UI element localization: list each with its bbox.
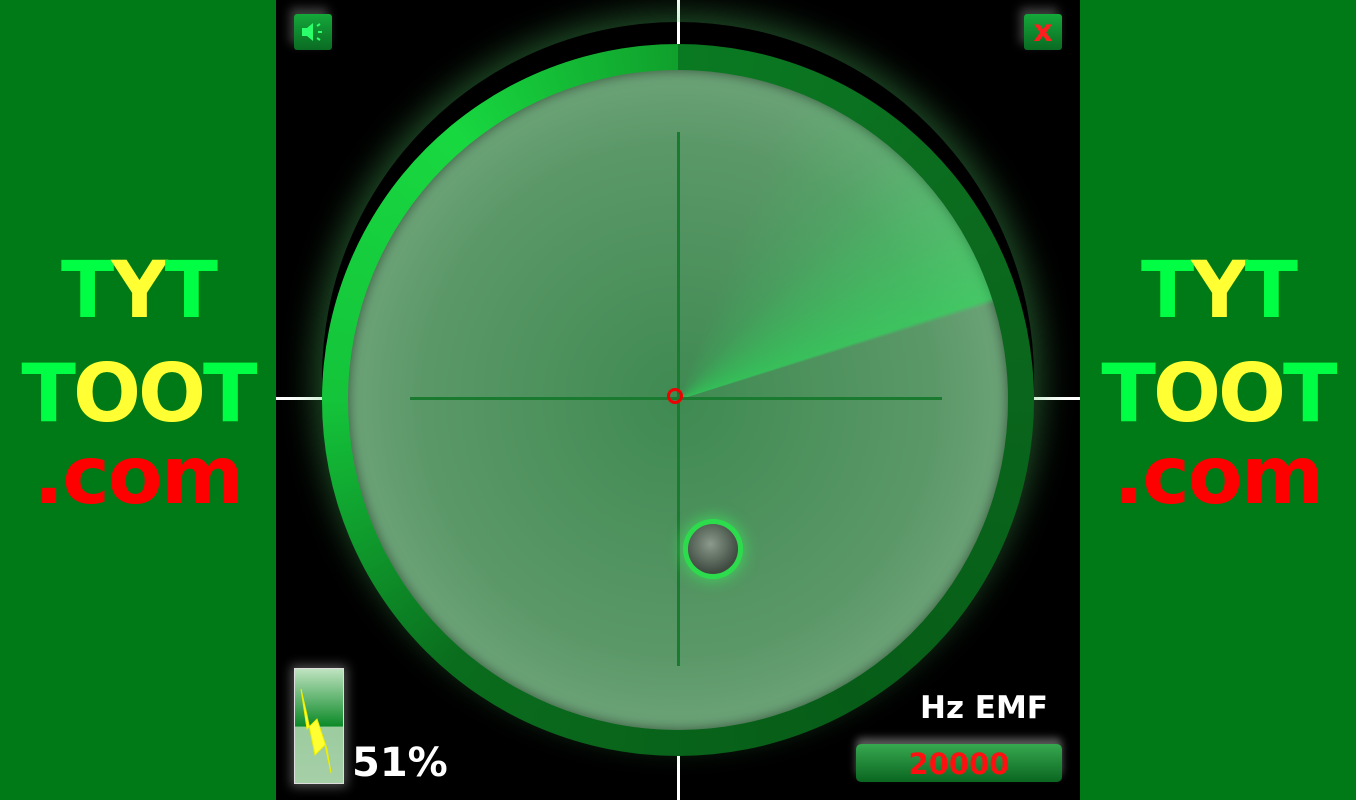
lightning-battery-icon [300, 688, 332, 774]
battery-percent: 51% [352, 740, 448, 786]
crosshair-tick-left [276, 397, 322, 400]
sound-toggle-button[interactable] [294, 14, 332, 50]
close-button[interactable]: x [1024, 14, 1062, 50]
logo-letter: T [1141, 246, 1194, 336]
tyttoot-logo: TYT TOOT .com [0, 252, 276, 522]
emf-frequency-readout: 20000 [856, 744, 1062, 782]
left-ad-panel[interactable]: TYT TOOT .com [0, 0, 276, 800]
logo-letter: OO [72, 347, 206, 440]
logo-letter: T [1101, 347, 1156, 440]
logo-letter: T [1244, 246, 1298, 336]
battery-indicator [294, 668, 344, 784]
logo-letter: T [21, 347, 76, 440]
crosshair-tick-right [1034, 397, 1080, 400]
crosshair-tick-top [677, 0, 680, 44]
emf-unit-label: Hz EMF [920, 690, 1048, 726]
logo-letter: T [164, 246, 218, 336]
logo-letter: Y [1191, 246, 1248, 336]
radar-blip [688, 524, 738, 574]
crosshair-tick-bottom [677, 756, 680, 800]
logo-domain: .com [1113, 429, 1324, 522]
radar-center-marker [667, 388, 683, 404]
logo-domain: .com [33, 429, 244, 522]
close-icon: x [1033, 14, 1053, 49]
logo-letter: T [61, 246, 114, 336]
logo-letter: T [1283, 347, 1338, 440]
tyttoot-logo: TYT TOOT .com [1080, 252, 1356, 522]
logo-letter: Y [111, 246, 168, 336]
radar-screen: x 51% Hz EMF 20000 [276, 0, 1080, 800]
logo-letter: OO [1152, 347, 1286, 440]
right-ad-panel[interactable]: TYT TOOT .com [1080, 0, 1356, 800]
logo-letter: T [203, 347, 258, 440]
speaker-icon [302, 23, 322, 41]
